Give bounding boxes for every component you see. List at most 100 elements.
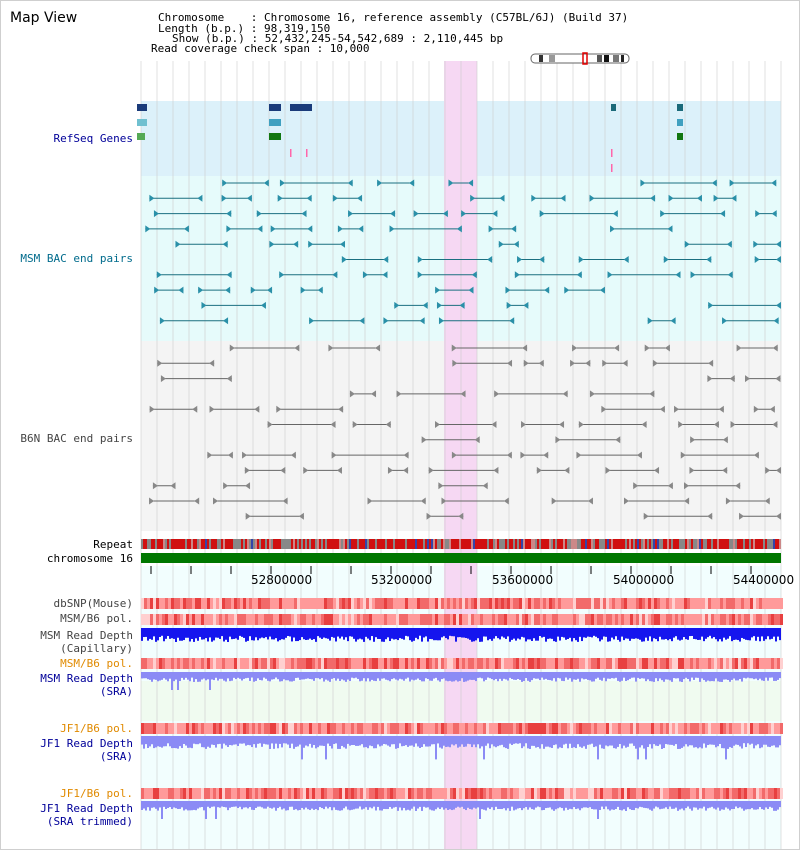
jf1-trim-pol-heat-cell — [495, 788, 498, 799]
repeat-element — [333, 539, 335, 549]
msm-sra-depth-bar — [519, 672, 521, 680]
track-label-jf1-b6-pol-trimmed[interactable]: JF1/B6 pol. — [60, 787, 133, 800]
msm-capillary-depth-bar — [207, 628, 209, 642]
jf1-trim-depth-bar — [211, 801, 213, 807]
jf1-sra-depth-bar — [541, 736, 543, 745]
jf1-sra-depth-bar — [593, 736, 595, 748]
jf1-sra-depth-bar — [577, 736, 579, 745]
msm-sra-pol-heat-cell — [564, 658, 567, 669]
jf1-trim-depth-bar — [431, 801, 433, 811]
repeat-element — [521, 539, 523, 549]
repeat-element — [701, 539, 703, 549]
msm-sra-depth-bar — [381, 672, 383, 679]
jf1-pol-heat-cell — [750, 723, 753, 734]
msm-bac-pair-end — [706, 256, 712, 263]
track-label-msm-b6-pol-sra[interactable]: MSM/B6 pol. — [60, 657, 133, 670]
jf1-sra-depth-bar — [395, 736, 397, 749]
msm-capillary-depth-bar — [647, 628, 649, 641]
dbsnp-heat-cell — [171, 598, 174, 609]
msm-sra-depth-bar — [633, 672, 635, 678]
b6n-bac-pair-end — [160, 375, 166, 383]
track-label-dbsnp[interactable]: dbSNP(Mouse) — [53, 597, 133, 610]
track-label-jf1-b6-pol[interactable]: JF1/B6 pol. — [60, 722, 133, 735]
jf1-sra-depth-bar — [357, 736, 359, 746]
jf1-pol-heat-cell — [186, 723, 189, 734]
msm-sra-depth-bar — [547, 672, 549, 680]
track-label-repeat[interactable]: Repeat — [93, 538, 133, 551]
repeat-element — [595, 539, 597, 549]
msm-sra-depth-bar — [681, 672, 683, 682]
track-label-msm-bac-end-pairs[interactable]: MSM BAC end pairs — [20, 252, 133, 265]
dbsnp-heat-cell — [534, 598, 537, 609]
jf1-trim-pol-heat-cell — [258, 788, 261, 799]
track-label-b6n-bac-end-pairs[interactable]: B6N BAC end pairs — [20, 432, 133, 445]
msm-sra-depth-bar — [537, 672, 539, 679]
jf1-trim-pol-heat-cell — [510, 788, 513, 799]
dbsnp-heat-cell — [303, 598, 306, 609]
jf1-pol-heat-cell — [543, 723, 546, 734]
track-label-jf1-read-depth-trimmed[interactable]: JF1 Read Depth — [40, 802, 133, 815]
track-label-msm-b6-pol[interactable]: MSM/B6 pol. — [60, 612, 133, 625]
b6n-bac-pair-end — [245, 512, 251, 520]
jf1-trim-depth-bar — [475, 801, 477, 809]
jf1-trim-depth-bar — [617, 801, 619, 807]
jf1-sra-depth-bar — [455, 736, 457, 745]
repeat-element — [241, 539, 243, 549]
msm-capillary-depth-bar — [153, 628, 155, 637]
jf1-pol-heat-cell — [438, 723, 441, 734]
msm-capillary-depth-bar — [301, 628, 303, 638]
jf1-trim-depth-bar — [675, 801, 677, 808]
track-label-chromosome[interactable]: chromosome 16 — [46, 552, 133, 565]
jf1-trim-pol-heat-cell — [537, 788, 540, 799]
dbsnp-heat-cell — [267, 598, 270, 609]
msm-sra-depth-bar — [755, 672, 757, 679]
jf1-trim-depth-bar — [611, 801, 613, 810]
msm-capillary-depth-bar — [569, 628, 571, 638]
msm-b6-pol-heat-cell — [405, 614, 408, 625]
jf1-sra-depth-bar — [745, 736, 747, 748]
track-label-msm-read-depth-sra[interactable]: MSM Read Depth — [40, 672, 133, 685]
jf1-trim-depth-bar — [565, 801, 567, 808]
msm-capillary-depth-bar — [449, 628, 451, 636]
msm-sra-depth-bar — [689, 672, 691, 682]
msm-sra-pol-heat-cell — [333, 658, 336, 669]
jf1-trim-pol-heat-cell — [441, 788, 444, 799]
msm-sra-pol-heat-cell — [180, 658, 183, 669]
msm-capillary-depth-bar — [609, 628, 611, 642]
jf1-trim-depth-bar — [559, 801, 561, 808]
msm-capillary-depth-bar — [367, 628, 369, 639]
jf1-pol-heat-cell — [480, 723, 483, 734]
repeat-element — [581, 539, 583, 549]
msm-capillary-depth-bar — [179, 628, 181, 641]
repeat-element — [501, 539, 503, 549]
msm-sra-depth-bar — [329, 672, 331, 682]
repeat-element — [547, 539, 549, 549]
msm-bac-pair-end — [773, 317, 779, 325]
track-label-jf1-read-depth-sra[interactable]: JF1 Read Depth — [40, 737, 133, 750]
track-label-msm-read-depth-capillary[interactable]: MSM Read Depth — [40, 629, 133, 642]
msm-capillary-depth-bar — [561, 628, 563, 637]
refseq-gene-feature — [290, 104, 312, 111]
repeat-element — [569, 539, 571, 549]
jf1-trim-depth-bar — [159, 801, 161, 808]
msm-sra-depth-bar — [257, 672, 259, 679]
msm-sra-depth-bar — [777, 672, 779, 680]
b6n-bac-pair-end — [664, 344, 670, 352]
jf1-trim-depth-bar — [759, 801, 761, 808]
msm-sra-depth-bar — [721, 672, 723, 682]
repeat-element — [477, 539, 479, 549]
msm-sra-depth-bar — [745, 672, 747, 679]
jf1-trim-pol-heat-cell — [222, 788, 225, 799]
msm-capillary-depth-bar — [627, 628, 629, 639]
msm-b6-pol-heat-cell — [414, 614, 417, 625]
msm-bac-pair-end — [726, 240, 732, 248]
msm-capillary-depth-bar — [329, 628, 331, 641]
b6n-bac-pair-end — [776, 466, 781, 474]
jf1-trim-depth-bar — [167, 801, 169, 808]
msm-sra-pol-heat-cell — [258, 658, 261, 669]
jf1-trim-pol-heat-cell — [444, 788, 447, 799]
track-label-refseq-genes[interactable]: RefSeq Genes — [53, 132, 133, 145]
repeat-element — [313, 539, 315, 549]
jf1-trim-pol-heat-cell — [141, 788, 144, 799]
